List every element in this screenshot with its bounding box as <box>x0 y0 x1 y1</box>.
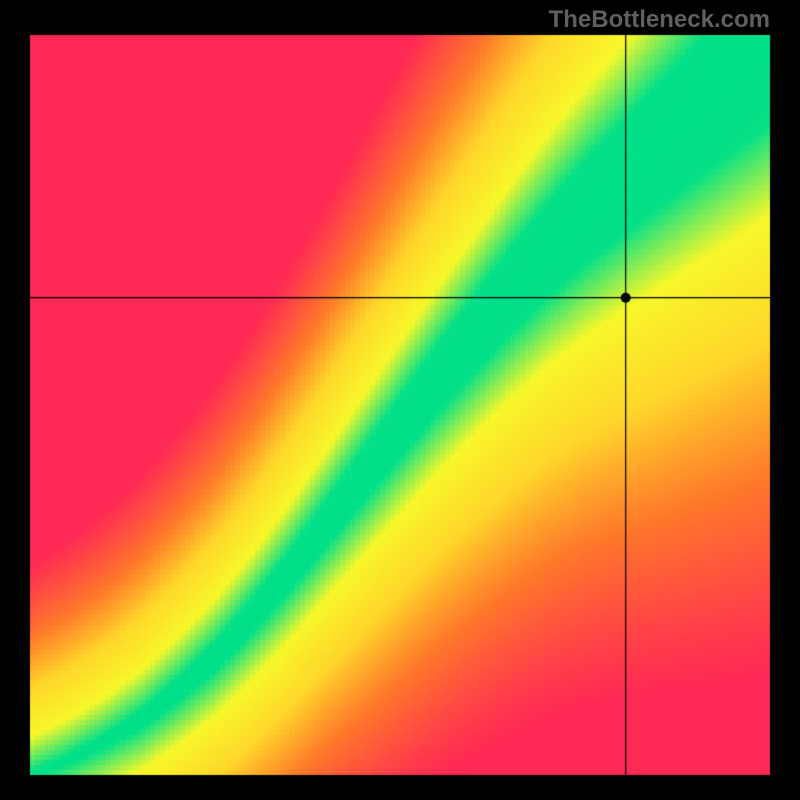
watermark-text: TheBottleneck.com <box>549 6 770 34</box>
bottleneck-heatmap <box>0 0 800 800</box>
chart-container: { "chart": { "type": "heatmap", "canvas"… <box>0 0 800 800</box>
